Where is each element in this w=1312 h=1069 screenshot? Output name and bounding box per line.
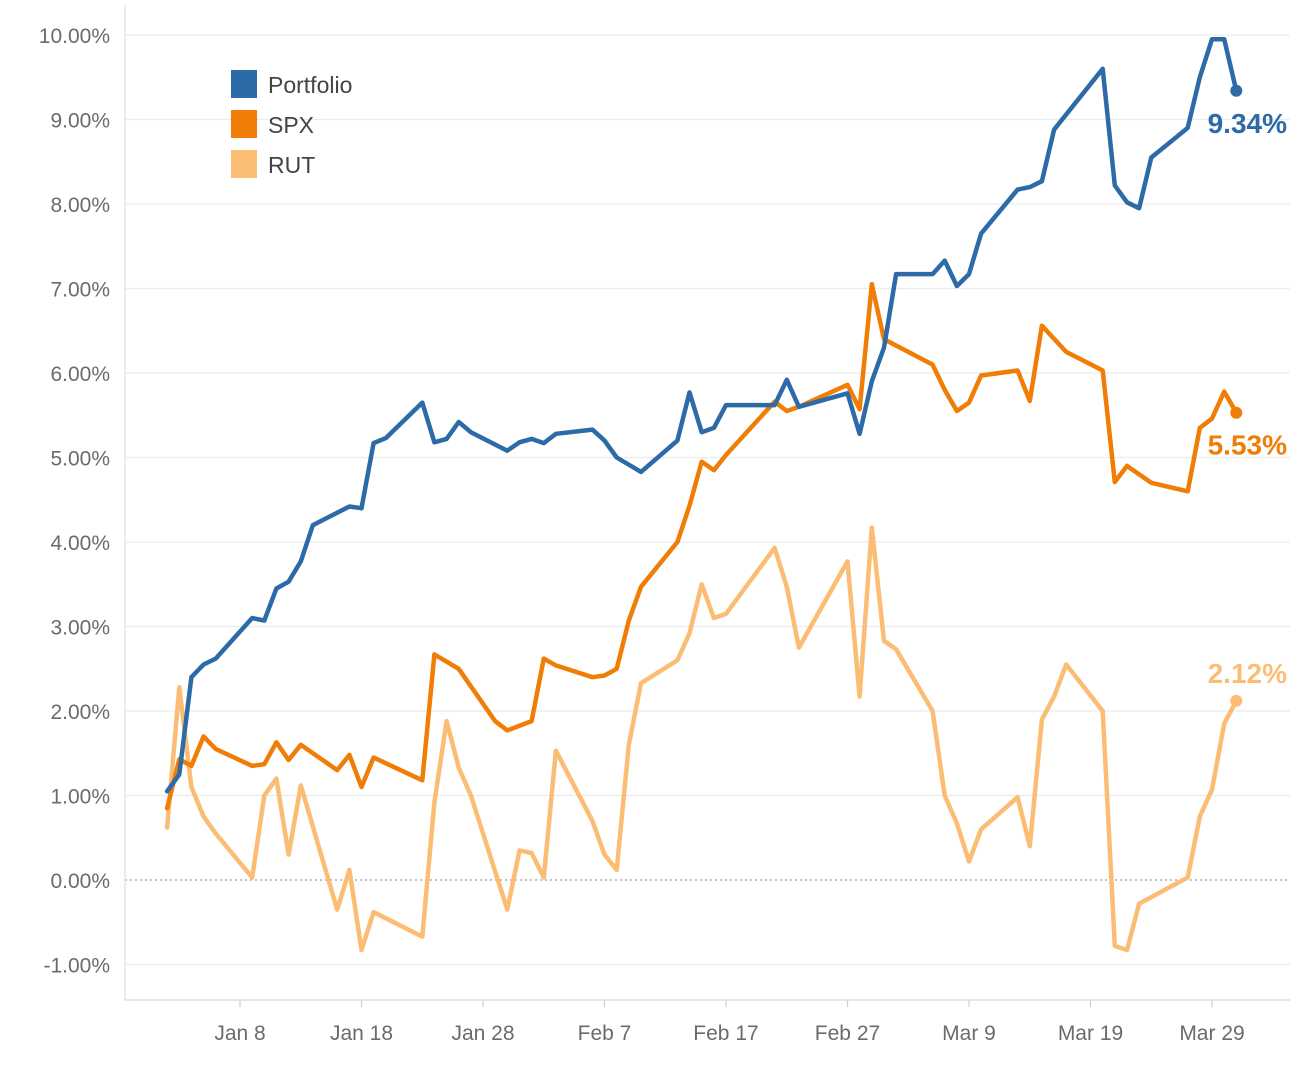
gridlines	[125, 34, 1290, 966]
y-tick-label: 0.00%	[50, 870, 110, 893]
portfolio-line	[164, 36, 1239, 794]
axes: -1.00% 0.00% 1.00% 2.00% 3.00% 4.00% 5.00% 6.00…	[39, 5, 1290, 1045]
x-tick-label: Jan 28	[451, 1022, 514, 1045]
x-tick-label: Feb 27	[815, 1022, 880, 1045]
x-tick-label: Mar 9	[942, 1022, 996, 1045]
x-tick-label: Mar 19	[1058, 1022, 1123, 1045]
end-labels: 9.34% 5.53% 2.12%	[1208, 108, 1287, 689]
y-tick-label: 1.00%	[50, 786, 110, 809]
rut-line	[164, 525, 1239, 953]
y-tick-label: 3.00%	[50, 617, 110, 640]
y-tick-label: 2.00%	[50, 701, 110, 724]
x-tick-label: Feb 17	[693, 1022, 758, 1045]
portfolio-end-label: 9.34%	[1208, 108, 1287, 139]
x-tick-label: Feb 7	[578, 1022, 632, 1045]
spx-end-point	[1230, 406, 1243, 419]
y-tick-label: 10.00%	[39, 25, 110, 48]
y-tick-label: 8.00%	[50, 194, 110, 217]
x-tick-label: Jan 18	[330, 1022, 393, 1045]
spx-end-label: 5.53%	[1208, 430, 1287, 461]
y-tick-label: 9.00%	[50, 110, 110, 133]
y-tick-label: -1.00%	[43, 955, 110, 978]
portfolio-end-point	[1230, 84, 1243, 97]
legend-swatch-rut	[231, 150, 257, 178]
legend-label-rut: RUT	[268, 152, 315, 178]
legend: Portfolio SPX RUT	[231, 70, 352, 178]
spx-line	[164, 282, 1239, 811]
rut-end-label: 2.12%	[1208, 658, 1287, 689]
legend-swatch-spx	[231, 110, 257, 138]
y-tick-label: 6.00%	[50, 363, 110, 386]
series-lines	[164, 36, 1243, 953]
y-tick-label: 7.00%	[50, 279, 110, 302]
y-tick-label: 5.00%	[50, 448, 110, 471]
legend-swatch-portfolio	[231, 70, 257, 98]
legend-label-spx: SPX	[268, 112, 314, 138]
rut-end-point	[1230, 694, 1243, 707]
legend-label-portfolio: Portfolio	[268, 72, 352, 98]
x-tick-label: Mar 29	[1179, 1022, 1244, 1045]
x-tick-label: Jan 8	[214, 1022, 265, 1045]
y-tick-label: 4.00%	[50, 532, 110, 555]
